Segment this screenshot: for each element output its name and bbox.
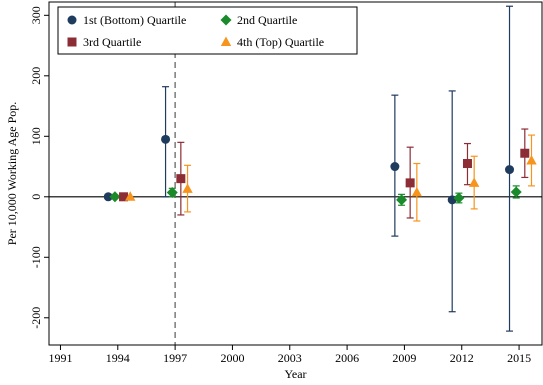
y-tick-label: 200 <box>29 67 43 85</box>
series-3 <box>119 128 530 219</box>
y-axis-title: Per 10,000 Working Age Pop. <box>5 102 19 245</box>
data-point <box>462 159 472 169</box>
data-point <box>526 154 537 165</box>
legend-label: 4th (Top) Quartile <box>237 35 324 49</box>
data-point <box>396 194 408 206</box>
data-point <box>161 134 171 144</box>
legend-marker <box>67 15 77 25</box>
data-point <box>390 162 400 172</box>
legend-box <box>57 6 358 55</box>
data-point <box>411 187 423 197</box>
legend-label: 2nd Quartile <box>237 13 297 27</box>
series-1 <box>103 5 515 332</box>
plot-frame <box>48 1 543 346</box>
data-point <box>505 165 515 175</box>
y-tick-label: -200 <box>29 307 43 329</box>
y-tick-label: 100 <box>29 127 43 145</box>
axes: 1991 1994 1997 2000 2003 2006 2009 2012 2015-200… <box>29 1 543 365</box>
data-point <box>103 192 113 202</box>
x-axis-title: Year <box>284 367 306 381</box>
legend-label: 1st (Bottom) Quartile <box>83 13 186 27</box>
x-tick-label: 1997 <box>163 351 187 365</box>
legend-marker <box>67 37 77 47</box>
series-4 <box>125 134 537 222</box>
data-point <box>119 192 129 202</box>
x-tick-label: 2015 <box>507 351 531 365</box>
data-point <box>405 178 415 188</box>
data-point <box>468 177 480 187</box>
data-point <box>125 191 136 201</box>
x-tick-label: 2006 <box>335 351 359 365</box>
x-tick-label: 2009 <box>392 351 416 365</box>
data-point <box>109 191 121 203</box>
legend-marker <box>220 36 232 46</box>
y-tick-label: 0 <box>29 194 43 200</box>
x-tick-label: 2003 <box>278 351 302 365</box>
data-point <box>182 183 193 193</box>
plot-area <box>49 2 542 345</box>
data-point <box>510 186 522 198</box>
data-point <box>520 148 530 158</box>
x-tick-label: 2012 <box>450 351 474 365</box>
data-point <box>166 187 178 199</box>
series-2 <box>109 185 522 206</box>
y-tick-label: -100 <box>29 246 43 268</box>
x-tick-label: 1991 <box>48 351 72 365</box>
legend-marker <box>220 14 232 26</box>
legend-label: 3rd Quartile <box>83 35 141 49</box>
x-tick-label: 1994 <box>106 351 130 365</box>
data-point <box>453 192 465 204</box>
data-point <box>176 174 186 184</box>
x-tick-label: 2000 <box>220 351 244 365</box>
legend: 1st (Bottom) Quartile 2nd Quartile 3rd Qua… <box>57 6 358 55</box>
y-tick-label: 300 <box>29 6 43 24</box>
